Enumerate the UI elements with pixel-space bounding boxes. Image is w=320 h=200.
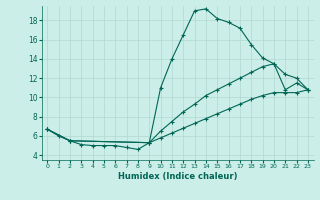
X-axis label: Humidex (Indice chaleur): Humidex (Indice chaleur) — [118, 172, 237, 181]
